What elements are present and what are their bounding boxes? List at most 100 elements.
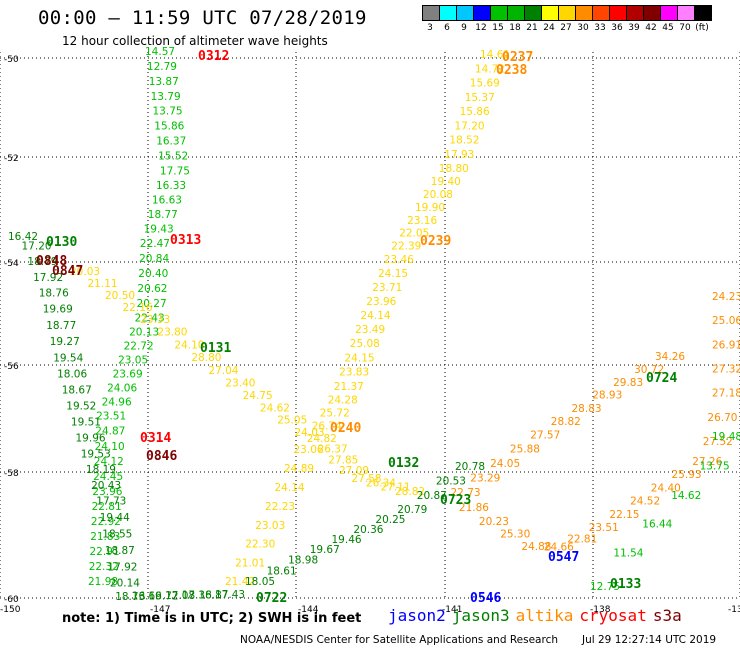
wave-height-value: 20.27 — [137, 298, 167, 310]
wave-height-value: 20.03 — [70, 266, 100, 278]
wave-height-value: 16.72 — [149, 590, 179, 602]
wave-height-value: 28.82 — [395, 486, 425, 498]
lat-label: -56 — [4, 362, 19, 372]
lat-label: -60 — [4, 595, 19, 605]
wave-height-value: 22.72 — [124, 341, 154, 353]
wave-height-value: 24.52 — [630, 496, 660, 508]
wave-height-value: 22.43 — [135, 313, 165, 325]
color-scale-legend: 3 6 9 12 15 18 21 24 27 30 33 36 39 42 45 70 (ft) — [422, 5, 712, 33]
wave-height-value: 17.92 — [33, 272, 63, 284]
wave-height-value: 26.91 — [712, 339, 740, 351]
wave-height-value: 27.18 — [712, 388, 740, 400]
wave-height-value: 20.25 — [375, 514, 405, 526]
scale-label: 21 — [526, 23, 538, 33]
wave-height-value: 21.37 — [334, 381, 364, 393]
scale-label: 12 — [475, 23, 487, 33]
wave-height-value: 24.82 — [307, 433, 337, 445]
wave-height-value: 18.87 — [105, 545, 135, 557]
wave-height-value: 20.79 — [397, 504, 427, 516]
axis-labels: -50 -52 -54 -56 -58 -60-150 -147 -144 -141 -138 -1… — [0, 55, 740, 615]
wave-height-value: 27.32 — [712, 364, 740, 376]
satellite-legend: jason2 jason3 altika cryosat s3a — [388, 606, 688, 625]
wave-height-value: 21.83 — [90, 531, 120, 543]
pass-time-label: 0240 — [330, 421, 361, 436]
wave-height-value: 23.51 — [589, 522, 619, 534]
wave-height-value: 24.89 — [284, 463, 314, 475]
wave-height-value: 16.87 — [198, 589, 228, 601]
wave-height-value: 21.86 — [459, 502, 489, 514]
wave-height-value: 16.44 — [642, 519, 672, 531]
scale-label: 39 — [628, 23, 640, 33]
wave-height-value: 24.62 — [260, 402, 290, 414]
wave-height-value: 28.82 — [551, 416, 581, 428]
lon-label: -150 — [0, 605, 21, 615]
wave-height-value: 18.79 — [27, 256, 57, 268]
wave-height-value: 14.72 — [475, 63, 505, 75]
map-grid — [0, 52, 740, 600]
wave-height-value: 25.06 — [712, 315, 740, 327]
wave-height-value: 16.69 — [132, 591, 162, 603]
wave-height-value: 18.77 — [46, 320, 76, 332]
wave-height-value: 18.19 — [86, 464, 116, 476]
wave-height-value: 20.62 — [137, 283, 167, 295]
wave-height-value: 17.73 — [96, 496, 126, 508]
wave-height-value: 24.45 — [93, 471, 123, 483]
wave-height-value: 23.46 — [384, 254, 414, 266]
pass-time-label: 0723 — [440, 493, 471, 508]
lat-label: -52 — [4, 154, 19, 164]
wave-height-value: 14.62 — [671, 490, 701, 502]
lon-label: -138 — [590, 605, 611, 615]
wave-height-value: 24.05 — [490, 458, 520, 470]
wave-height-value: 17.43 — [215, 589, 245, 601]
wave-height-value: 23.33 — [140, 314, 170, 326]
wave-height-value: 27.57 — [530, 430, 560, 442]
wave-height-value: 19.51 — [71, 417, 101, 429]
wave-height-value: 19.46 — [332, 534, 362, 546]
wave-height-value: 13.75 — [700, 460, 730, 472]
wave-height-value: 19.43 — [144, 223, 174, 235]
wave-height-value: 24.12 — [94, 456, 124, 468]
scale-label: 42 — [645, 23, 657, 33]
pass-time-label: 0132 — [388, 456, 419, 471]
wave-height-value: 20.84 — [139, 253, 169, 265]
pass-time-label: 0238 — [496, 63, 527, 78]
wave-height-value: 22.15 — [609, 509, 639, 521]
track-p0722: 18.0518.6118.9819.6719.4620.3620.2520.79… — [245, 461, 485, 588]
wave-height-value: 18.52 — [449, 135, 479, 147]
pass-time-label: 0313 — [170, 233, 201, 248]
wave-height-value: 24.10 — [174, 339, 204, 351]
footer-credit: NOAA/NESDIS Center for Satellite Applica… — [240, 634, 558, 646]
wave-height-value: 14.57 — [145, 46, 175, 58]
scale-label: 24 — [543, 23, 555, 33]
pass-time-label: 0130 — [46, 235, 77, 250]
wave-height-value: 18.05 — [245, 576, 275, 588]
wave-height-value: 25.88 — [510, 443, 540, 455]
lat-label: -58 — [4, 469, 19, 479]
wave-height-value: 22.32 — [89, 561, 119, 573]
wave-height-value: 28.93 — [592, 390, 622, 402]
lat-label: -54 — [4, 259, 19, 269]
wave-height-value: 23.03 — [255, 520, 285, 532]
wave-height-value: 20.08 — [423, 189, 453, 201]
wave-height-value: 23.83 — [339, 367, 369, 379]
wave-height-value: 21.11 — [88, 278, 118, 290]
wave-height-value: 24.14 — [275, 482, 305, 494]
wave-height-value: 28.80 — [191, 352, 221, 364]
wave-height-value: 20.43 — [91, 480, 121, 492]
wave-height-value: 24.87 — [95, 426, 125, 438]
wave-height-value: 23.51 — [96, 411, 126, 423]
lon-label: -144 — [298, 605, 319, 615]
wave-height-value: 16.33 — [156, 180, 186, 192]
pass-time-label: 0546 — [470, 591, 501, 606]
wave-height-value: 12.79 — [147, 61, 177, 73]
wave-height-value: 22.92 — [91, 516, 121, 528]
wave-height-value: 26.74 — [312, 420, 342, 432]
wave-height-value: 24.15 — [378, 268, 408, 280]
wave-height-value: 29.83 — [613, 377, 643, 389]
wave-height-value: 19.67 — [310, 544, 340, 556]
pass-time-label: 0237 — [502, 50, 533, 65]
wave-height-value: 22.16 — [123, 302, 153, 314]
wave-height-value: 20.53 — [436, 476, 466, 488]
wave-height-value: 17.93 — [444, 149, 474, 161]
